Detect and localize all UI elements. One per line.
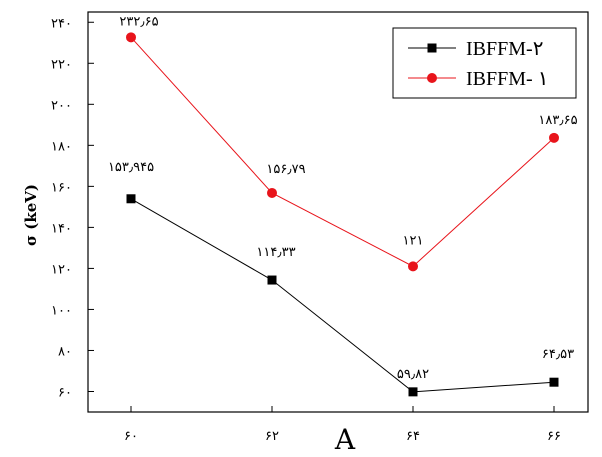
data-label: ۱۵۳٫۹۴۵: [108, 160, 154, 175]
legend-label: IBFFM-۲: [466, 38, 543, 60]
data-point: [408, 261, 418, 272]
data-label: ۶۴٫۵۳: [542, 347, 574, 362]
data-point: [267, 187, 277, 198]
y-tick-label: ۲۰۰: [51, 98, 72, 113]
data-label: ۱۵۶٫۷۹: [266, 162, 305, 177]
y-tick-label: ۲۴۰: [51, 16, 72, 31]
data-point: [549, 377, 559, 387]
series-line: [130, 198, 555, 393]
series-2: ۲۳۲٫۶۵ ۱۵۶٫۷۹ ۱۲۱ ۱۸۳٫۶۵: [119, 14, 578, 272]
data-point: [408, 387, 418, 397]
legend-entry: IBFFM- ۱: [408, 68, 548, 90]
legend: IBFFM-۲ IBFFM- ۱: [392, 27, 577, 99]
x-tick-label: ۶۰: [124, 429, 138, 444]
y-axis: ۶۰ ۸۰ ۱۰۰ ۱۲۰ ۱۴۰ ۱۶۰ ۱۸۰ ۲۰۰ ۲۲۰ ۲۴۰: [51, 16, 94, 400]
data-point: [126, 194, 136, 204]
series-line: [130, 36, 555, 267]
legend-label: IBFFM- ۱: [466, 68, 548, 90]
y-tick-label: ۱۶۰: [51, 180, 72, 195]
series-layer: ۱۵۳٫۹۴۵ ۱۱۴٫۳۳ ۵۹٫۸۲ ۶۴٫۵۳ ۲۳۲٫۶۵ ۱۵۶٫۷۹ ۱۲۱ ۱۸…: [108, 14, 578, 397]
plot-frame: [87, 11, 589, 413]
data-point: [126, 32, 136, 43]
legend-entry: IBFFM-۲: [408, 38, 543, 60]
x-tick-label: ۶۶: [547, 429, 561, 444]
y-tick-label: ۱۸۰: [51, 139, 72, 154]
y-tick-label: ۸۰: [58, 344, 72, 359]
legend-marker: [427, 73, 437, 83]
y-tick-label: ۲۲۰: [51, 57, 72, 72]
x-axis-title: A: [334, 423, 356, 456]
data-label: ۵۹٫۸۲: [397, 367, 429, 382]
y-tick-label: ۱۰۰: [51, 303, 72, 318]
legend-marker: [427, 43, 437, 53]
y-tick-label: ۶۰: [58, 385, 72, 400]
data-label: ۱۱۴٫۳۳: [256, 245, 295, 260]
x-tick-label: ۶۴: [406, 429, 420, 444]
data-label: ۱۲۱: [403, 233, 424, 248]
data-point: [549, 132, 559, 143]
x-tick-label: ۶۲: [265, 429, 279, 444]
y-tick-label: ۱۴۰: [51, 221, 72, 236]
legend-box: [392, 27, 577, 99]
data-label: ۱۸۳٫۶۵: [538, 113, 577, 128]
y-axis-title: σ (keV): [22, 184, 40, 246]
data-label: ۲۳۲٫۶۵: [119, 14, 158, 29]
series-1: ۱۵۳٫۹۴۵ ۱۱۴٫۳۳ ۵۹٫۸۲ ۶۴٫۵۳: [108, 160, 574, 397]
x-axis: ۶۰ ۶۲ ۶۴ ۶۶: [124, 406, 561, 444]
data-point: [267, 275, 277, 285]
y-tick-label: ۱۲۰: [51, 262, 72, 277]
